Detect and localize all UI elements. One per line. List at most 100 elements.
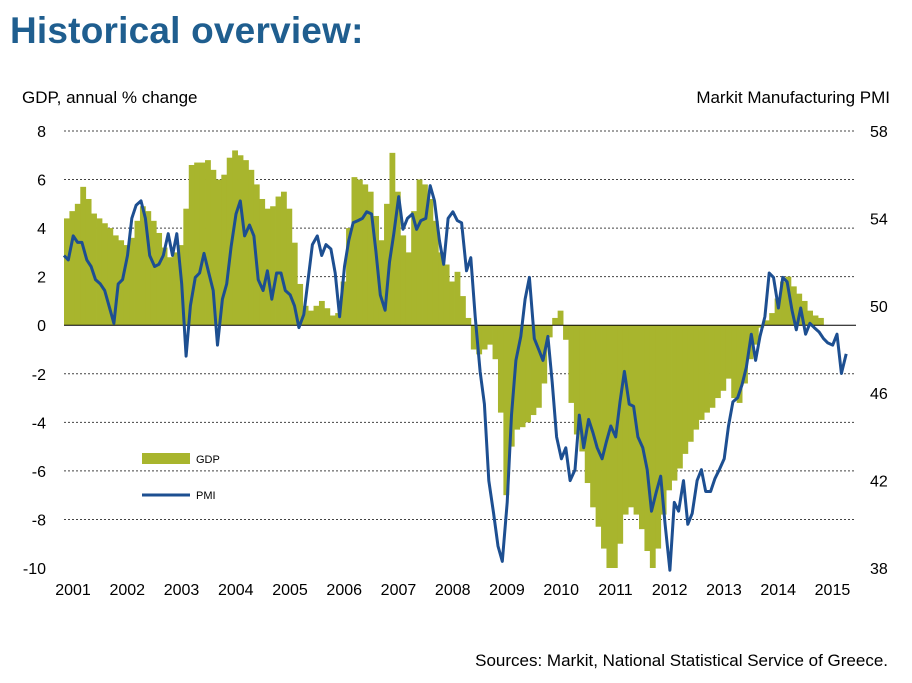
x-tick-label: 2007	[381, 582, 417, 599]
gdp-bar	[362, 184, 369, 326]
gdp-bar	[123, 245, 130, 326]
gdp-bar	[264, 208, 271, 326]
gdp-bar	[356, 179, 363, 326]
gdp-bar	[460, 296, 466, 326]
gdp-bar	[329, 315, 336, 326]
left-tick-label: -8	[32, 512, 46, 529]
gdp-bar	[660, 325, 667, 515]
gdp-bar	[248, 169, 255, 326]
gdp-bar	[752, 325, 759, 345]
right-tick-label: 46	[870, 386, 888, 403]
legend-pmi-label: PMI	[196, 490, 216, 502]
pmi-line	[62, 184, 848, 572]
gdp-bar	[584, 325, 591, 484]
gdp-bar	[807, 310, 814, 326]
gdp-bar	[302, 305, 309, 326]
left-tick-label: 2	[37, 270, 46, 287]
gdp-bar	[156, 232, 163, 326]
gdp-bar	[644, 325, 651, 552]
right-axis-ticks: 58 54 50 46 42 38	[870, 124, 888, 578]
gdp-bar	[384, 203, 390, 326]
gdp-bar	[167, 257, 173, 326]
gdp-bar	[611, 325, 618, 568]
right-tick-label: 54	[870, 211, 888, 228]
gdp-bar	[693, 325, 700, 430]
x-axis-ticks: 2001 2002 2003 2004 2005 2006 2007 2008 2009 2010…	[55, 582, 850, 599]
gdp-bar	[736, 325, 743, 403]
gdp-bar	[324, 308, 331, 326]
gdp-bar	[617, 325, 624, 544]
x-tick-label: 2001	[55, 582, 91, 599]
gdp-bar	[340, 281, 347, 326]
pmi-series-line	[62, 184, 848, 572]
gdp-bar	[606, 325, 613, 568]
gdp-bar	[243, 160, 249, 326]
gdp-bar	[812, 315, 819, 326]
gdp-bar	[270, 206, 276, 326]
gdp-bar	[280, 191, 287, 326]
gdp-bar	[318, 300, 325, 326]
gdp-bar	[601, 325, 607, 549]
x-tick-label: 2013	[706, 582, 742, 599]
x-tick-label: 2010	[543, 582, 579, 599]
gdp-bar	[454, 271, 461, 326]
left-tick-label: 4	[37, 221, 46, 238]
gdp-bar	[671, 325, 678, 481]
right-tick-label: 50	[870, 299, 888, 316]
gdp-bar	[335, 313, 342, 326]
gdp-bar	[139, 206, 146, 326]
gdp-bar	[503, 325, 510, 496]
gdp-bar	[573, 325, 580, 435]
gdp-bar	[297, 283, 304, 326]
gdp-bar	[568, 325, 575, 403]
gdp-bar	[790, 286, 797, 326]
left-tick-label: -10	[23, 561, 46, 578]
x-tick-label: 2012	[652, 582, 688, 599]
gdp-bar	[563, 325, 569, 340]
gdp-bar	[210, 169, 217, 326]
gdp-bar	[107, 228, 114, 326]
gdp-bar	[709, 325, 716, 408]
gdp-bar	[622, 325, 629, 515]
gdp-bar	[780, 281, 786, 326]
x-tick-label: 2015	[815, 582, 851, 599]
gdp-bar	[96, 218, 103, 326]
legend-gdp-label: GDP	[196, 454, 220, 466]
gdp-bar	[291, 242, 298, 326]
gdp-bar	[432, 220, 439, 326]
gdp-bar	[232, 150, 238, 326]
right-axis-title: Markit Manufacturing PMI	[696, 88, 890, 107]
gdp-bar	[818, 317, 824, 326]
gdp-bar	[286, 208, 293, 326]
gdp-bar	[530, 325, 537, 416]
legend-gdp-swatch	[142, 453, 190, 464]
gdp-bar	[188, 164, 195, 326]
gdp-bar	[552, 317, 559, 326]
gdp-bar	[112, 235, 119, 326]
gdp-bar	[649, 325, 656, 568]
gdp-bar	[101, 223, 108, 326]
gdp-bar	[367, 191, 374, 326]
left-tick-label: -6	[32, 464, 46, 481]
left-tick-label: 0	[37, 318, 46, 335]
gdp-bar	[145, 211, 152, 326]
gdp-bar	[351, 177, 358, 326]
right-tick-label: 42	[870, 474, 888, 491]
gdp-bar	[801, 300, 808, 326]
gdp-bar	[525, 325, 531, 423]
gdp-bar	[411, 211, 418, 326]
gdp-bar	[704, 325, 710, 413]
gdp-bar	[774, 298, 781, 326]
gdp-bar	[438, 252, 445, 326]
gdp-bar	[742, 325, 748, 384]
gdp-bars	[64, 150, 824, 568]
x-tick-label: 2009	[489, 582, 525, 599]
right-tick-label: 38	[870, 561, 888, 578]
gdp-bar	[579, 325, 586, 452]
gdp-bar	[259, 198, 266, 326]
chart-legend: GDP PMI	[142, 453, 220, 502]
gdp-bar	[546, 325, 553, 338]
gdp-bar	[763, 320, 770, 326]
gdp-bar	[687, 325, 694, 442]
